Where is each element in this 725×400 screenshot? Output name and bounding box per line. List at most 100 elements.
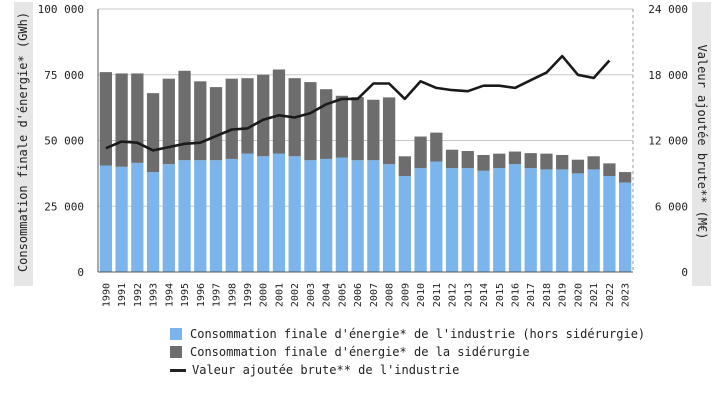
bar-industry: [414, 168, 427, 272]
x-tick-label: 1996: [196, 283, 207, 307]
y-right-tick-label: 12 000: [648, 135, 688, 148]
y-right-axis-title: Valeur ajoutée brute** (M€): [695, 44, 709, 239]
legend-label-value-added: Valeur ajoutée brute** de l'industrie: [192, 363, 460, 377]
x-tick-label: 2015: [495, 283, 506, 307]
x-tick-label: 2017: [526, 283, 537, 307]
bar-industry: [225, 158, 238, 272]
x-tick-label: 2005: [337, 283, 348, 307]
bars: [99, 69, 632, 272]
bar-industry: [618, 182, 632, 272]
x-tick-label: 2008: [385, 283, 396, 307]
bar-industry: [304, 160, 317, 272]
x-tick-label: 2009: [400, 283, 411, 307]
bar-steel: [351, 97, 364, 161]
bar-steel: [335, 95, 349, 158]
bar-industry: [382, 164, 396, 272]
bar-industry: [320, 158, 333, 272]
bar-steel: [131, 73, 144, 163]
bar-steel: [367, 99, 380, 161]
bar-steel: [241, 78, 254, 154]
bar-steel: [508, 151, 522, 165]
bar-industry: [587, 169, 600, 272]
x-tick-label: 2018: [542, 283, 553, 307]
x-tick-label: 1994: [164, 283, 175, 307]
y-right-ticks: 0 6 000 12 000 18 000 24 000: [648, 3, 688, 279]
bar-industry: [351, 160, 364, 272]
bar-industry: [209, 160, 223, 272]
legend-swatch-value-added: [170, 368, 186, 372]
x-tick-label: 2012: [448, 283, 459, 307]
bar-industry: [115, 166, 128, 272]
bar-steel: [603, 163, 616, 177]
bar-steel: [430, 132, 443, 162]
bar-industry: [603, 176, 616, 272]
bar-industry: [477, 170, 490, 272]
y-left-tick-label: 25 000: [44, 200, 84, 213]
legend-swatch-steel: [170, 346, 182, 358]
x-tick-label: 2023: [621, 283, 632, 307]
bar-steel: [146, 93, 160, 173]
bar-steel: [194, 81, 207, 161]
x-tick-label: 1993: [149, 283, 160, 307]
bar-industry: [257, 156, 270, 272]
bar-steel: [115, 73, 128, 167]
y-left-tick-label: 100 000: [38, 3, 84, 16]
bar-steel: [304, 82, 317, 161]
bar-industry: [445, 168, 459, 272]
y-left-axis-title: Consommation finale d'énergie* (GWh): [16, 12, 30, 272]
y-right-tick-label: 18 000: [648, 69, 688, 82]
bar-industry: [335, 157, 349, 272]
x-tick-label: 2000: [259, 283, 270, 307]
y-left-tick-label: 75 000: [44, 69, 84, 82]
bar-steel: [524, 153, 537, 169]
x-tick-label: 2004: [322, 283, 333, 307]
x-tick-label: 1991: [117, 283, 128, 307]
bar-industry: [131, 162, 144, 272]
bar-steel: [477, 154, 490, 171]
bar-steel: [618, 172, 632, 183]
bar-industry: [99, 165, 113, 272]
x-tick-label: 2010: [416, 283, 427, 307]
bar-steel: [320, 89, 333, 159]
x-tick-label: 1999: [243, 283, 254, 307]
bar-steel: [398, 156, 411, 177]
y-right-tick-label: 6 000: [655, 200, 688, 213]
bar-industry: [272, 153, 286, 272]
chart-area: Consommation finale d'énergie* (GWh) Val…: [14, 2, 711, 307]
bar-steel: [209, 87, 223, 161]
bar-industry: [178, 160, 191, 272]
bar-steel: [257, 74, 270, 157]
y-left-tick-label: 50 000: [44, 135, 84, 148]
bar-industry: [524, 168, 537, 272]
bar-industry: [241, 153, 254, 272]
bar-industry: [540, 169, 553, 272]
x-tick-label: 1997: [212, 283, 223, 307]
bar-industry: [508, 164, 522, 272]
gridlines: [98, 8, 633, 273]
x-tick-label: 1990: [101, 283, 112, 307]
bar-steel: [414, 136, 427, 169]
y-left-ticks: 0 25 000 50 000 75 000 100 000: [38, 3, 84, 279]
bar-industry: [430, 161, 443, 272]
bar-steel: [382, 97, 396, 165]
bar-steel: [99, 72, 113, 166]
bar-steel: [162, 78, 175, 165]
x-tick-label: 2021: [589, 283, 600, 307]
bar-industry: [556, 169, 569, 272]
legend-item-value-added: Valeur ajoutée brute** de l'industrie: [170, 361, 645, 379]
x-tick-label: 1992: [133, 283, 144, 307]
legend: Consommation finale d'énergie* de l'indu…: [170, 325, 645, 379]
left-axis-title-band: [14, 2, 33, 286]
right-axis-title-band: [692, 2, 711, 286]
bar-industry: [146, 172, 160, 272]
x-ticks: 1990 1991 1992 1993 1994 1995 1996 1997 1998 1999…: [101, 283, 631, 307]
value-added-line: [105, 54, 611, 152]
bar-industry: [493, 168, 506, 272]
bar-industry: [571, 173, 585, 272]
y-right-tick-label: 24 000: [648, 3, 688, 16]
bar-steel: [225, 78, 238, 159]
x-tick-label: 1995: [180, 283, 191, 307]
bar-steel: [587, 156, 600, 170]
bar-steel: [178, 70, 191, 161]
bar-steel: [493, 153, 506, 169]
